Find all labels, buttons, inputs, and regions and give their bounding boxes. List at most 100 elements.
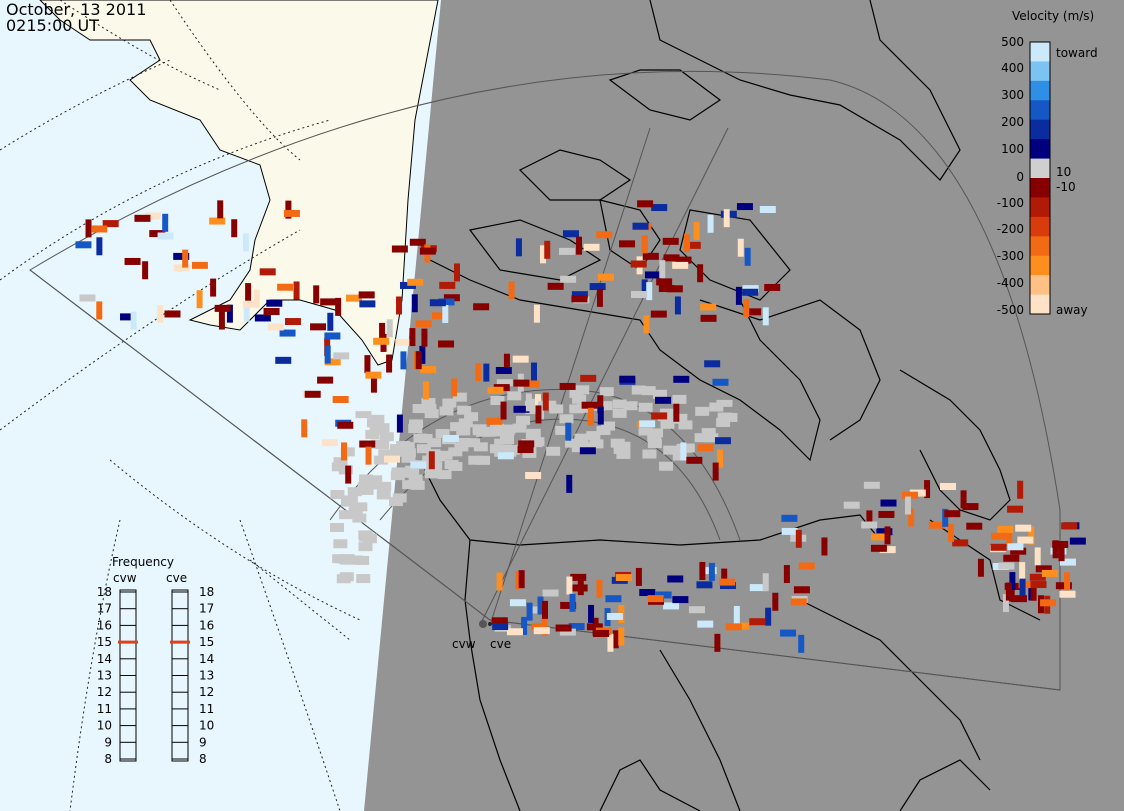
scatter-cell [370, 414, 385, 424]
velocity-cell [742, 285, 759, 293]
velocity-cell [656, 278, 673, 286]
scatter-cell [347, 487, 362, 497]
velocity-cell [370, 374, 377, 393]
scatter-cell [572, 394, 587, 404]
colorbar-title: Velocity (m/s) [1012, 9, 1094, 23]
colorbar-swatch [1030, 216, 1050, 237]
scatter-cell [678, 420, 693, 430]
colorbar-swatch [1030, 275, 1050, 296]
velocity-cell [535, 405, 542, 424]
velocity-cell [878, 510, 895, 518]
scatter-cell [400, 442, 415, 452]
velocity-cell [1030, 581, 1047, 589]
velocity-cell [542, 589, 559, 597]
scatter-cell [377, 481, 392, 491]
velocity-cell [400, 351, 407, 370]
scatter-cell [373, 455, 388, 465]
velocity-cell [365, 446, 372, 465]
velocity-cell [503, 353, 510, 372]
colorbar-swatch [1030, 236, 1050, 257]
colorbar-swatch [1030, 294, 1050, 315]
scatter-cell [616, 449, 631, 459]
scatter-cell [368, 475, 383, 485]
velocity-cell [285, 200, 292, 219]
velocity-cell [421, 328, 428, 347]
velocity-cell [589, 283, 606, 291]
scatter-cell [379, 432, 394, 442]
scatter-cell [564, 438, 579, 448]
velocity-cell [492, 622, 509, 630]
velocity-cell [1006, 526, 1013, 545]
velocity-cell [673, 375, 690, 383]
velocity-cell [630, 260, 647, 268]
velocity-cell [716, 399, 733, 407]
velocity-cell [639, 420, 656, 428]
velocity-cell [277, 283, 294, 291]
velocity-cell [386, 319, 393, 338]
velocity-cell [525, 393, 532, 412]
colorbar-tick-label: -100 [997, 196, 1024, 210]
colorbar-swatch [1030, 255, 1050, 276]
scatter-cell [468, 455, 483, 465]
velocity-cell [533, 304, 540, 323]
velocity-cell [641, 235, 648, 254]
velocity-cell [541, 617, 548, 636]
velocity-cell [991, 532, 1008, 540]
colorbar-frame [1029, 41, 1051, 315]
velocity-cell [714, 633, 721, 652]
velocity-cell [707, 214, 714, 233]
velocity-cell [597, 273, 614, 281]
velocity-cell [259, 268, 276, 276]
scatter-cell [402, 480, 417, 490]
colorbar-swatch [1030, 42, 1050, 62]
velocity-cell [597, 395, 604, 414]
velocity-cell [96, 237, 103, 256]
velocity-cell [697, 444, 714, 452]
velocity-cell [904, 496, 911, 515]
velocity-cell [861, 521, 878, 529]
scatter-cell [349, 555, 364, 565]
velocity-cell [559, 382, 576, 390]
velocity-cell [944, 510, 961, 518]
velocity-cell [320, 298, 337, 306]
velocity-cell [451, 378, 458, 397]
velocity-cell [560, 601, 577, 609]
frequency-tick-label: 13 [199, 669, 214, 683]
velocity-cell [764, 283, 781, 291]
velocity-cell [162, 213, 169, 232]
velocity-cell [513, 405, 530, 413]
velocity-cell [267, 323, 284, 331]
velocity-cell [795, 529, 802, 548]
colorbar-ticks: 500400300200100100-10-100-200-300-400-50… [997, 35, 1076, 317]
velocity-cell [924, 480, 931, 499]
scatter-cell [569, 388, 584, 398]
velocity-cell [96, 301, 103, 320]
velocity-cell [565, 422, 572, 441]
scatter-cell [352, 513, 367, 523]
velocity-cell [697, 620, 714, 628]
velocity-cell [345, 294, 362, 302]
scatter-cell [375, 423, 390, 433]
scatter-cell [596, 425, 611, 435]
velocity-cell [231, 219, 238, 238]
velocity-cell [217, 200, 224, 219]
scatter-cell [405, 465, 420, 475]
velocity-cell [310, 323, 327, 331]
scatter-cell [515, 415, 530, 425]
velocity-cell [966, 522, 983, 530]
velocity-cell [411, 294, 418, 313]
scatter-cell [522, 448, 537, 458]
velocity-cell [364, 355, 371, 374]
velocity-cell [863, 481, 880, 489]
velocity-cell [415, 320, 432, 328]
velocity-cell [666, 285, 683, 293]
velocity-cell [580, 374, 597, 382]
scatter-cell [333, 539, 348, 549]
frequency-radar-cvw: cvw [113, 571, 137, 585]
velocity-cell [144, 212, 161, 220]
scatter-cell [574, 433, 589, 443]
scatter-cell [723, 412, 738, 422]
scatter-cell [442, 398, 457, 408]
velocity-cell [1007, 543, 1024, 551]
scatter-cell [454, 442, 469, 452]
